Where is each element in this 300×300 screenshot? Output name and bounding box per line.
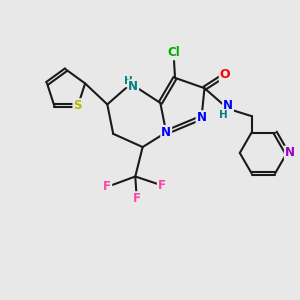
Text: H: H: [219, 110, 228, 120]
Text: N: N: [128, 80, 138, 93]
Text: F: F: [133, 192, 141, 205]
Text: F: F: [103, 180, 111, 193]
Text: N: N: [161, 126, 171, 139]
Text: N: N: [285, 146, 295, 159]
Text: F: F: [158, 179, 166, 192]
Text: Cl: Cl: [167, 46, 180, 59]
Text: H: H: [124, 76, 133, 86]
Text: S: S: [74, 99, 82, 112]
Text: O: O: [220, 68, 230, 81]
Text: N: N: [196, 111, 206, 124]
Text: N: N: [223, 99, 233, 112]
Text: S: S: [74, 99, 82, 112]
